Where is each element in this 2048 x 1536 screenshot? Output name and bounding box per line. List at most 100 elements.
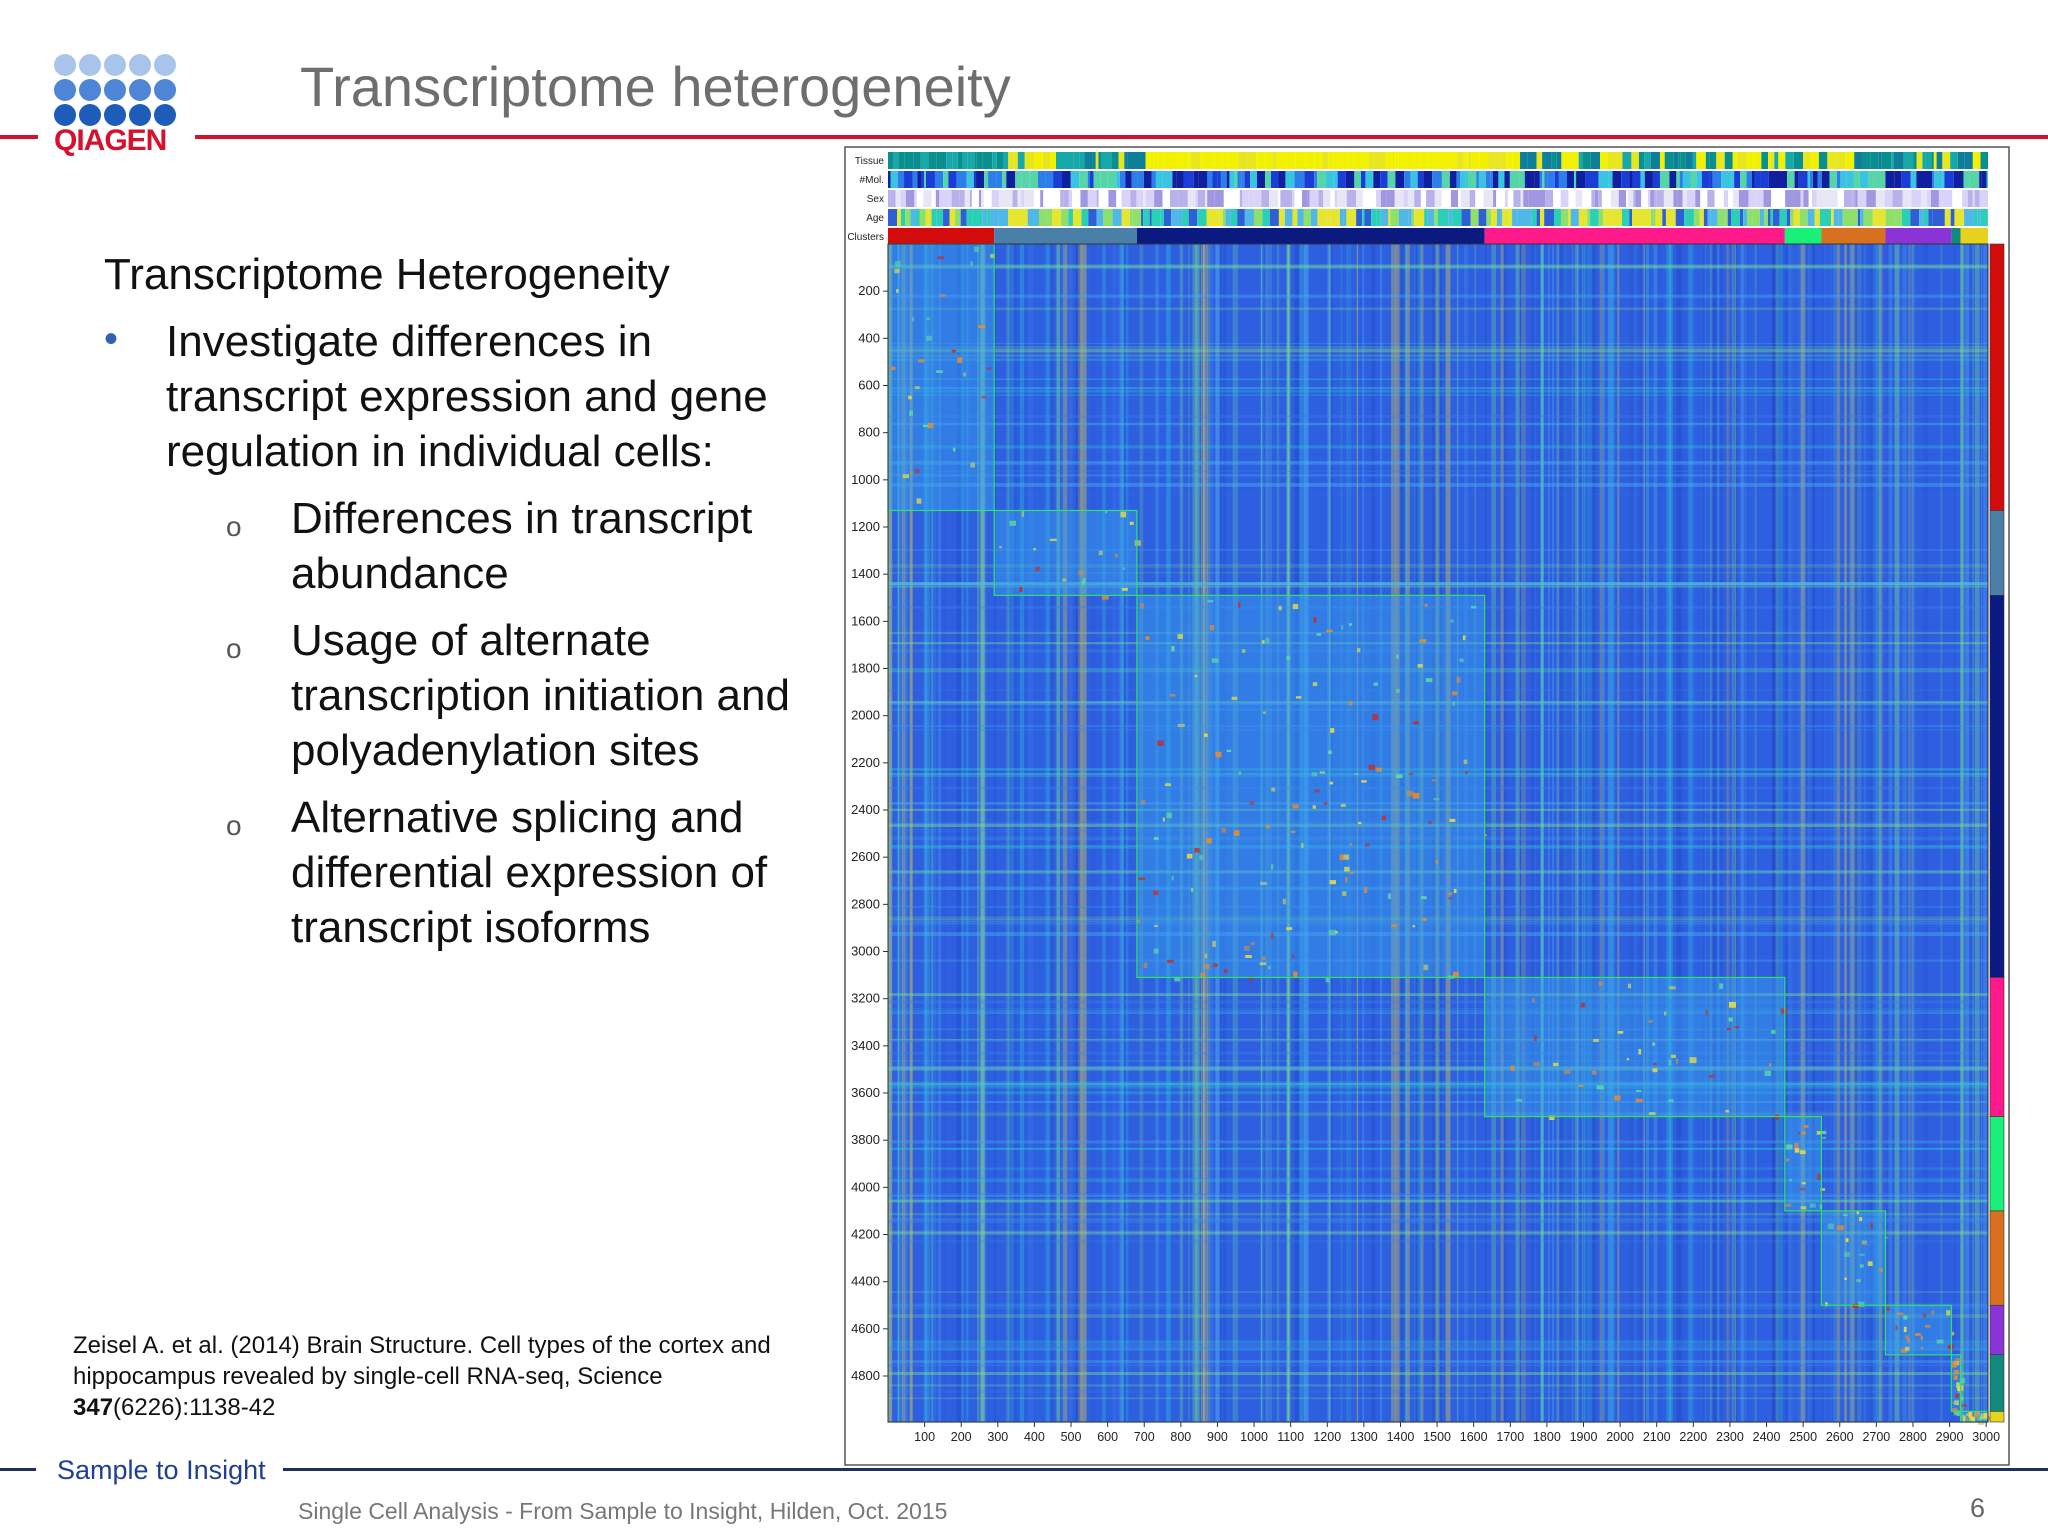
track-cell	[931, 190, 936, 207]
heatmap-row-streak	[888, 1230, 1988, 1233]
circle-bullet-icon: o	[226, 633, 242, 664]
heatmap-row-streak	[888, 387, 1988, 390]
track-cell	[1128, 190, 1131, 207]
heatmap-column-streak	[938, 244, 941, 1422]
heatmap-hotspot	[1856, 1279, 1861, 1282]
track-cell	[1932, 209, 1937, 226]
track-cell	[1323, 190, 1331, 207]
heatmap-column-streak	[1166, 244, 1171, 1422]
track-cell	[1493, 190, 1497, 207]
track-cell	[1160, 209, 1164, 226]
heatmap-hotspot	[1725, 1109, 1729, 1113]
track-cell	[1901, 171, 1911, 188]
heatmap-hotspot	[952, 447, 956, 452]
track-cell	[1003, 152, 1009, 169]
heatmap-hotspot	[1816, 1131, 1821, 1135]
track-cell	[893, 152, 899, 169]
heatmap-column-streak	[1787, 244, 1793, 1422]
track-cell	[1398, 209, 1409, 226]
track-cell	[1337, 190, 1347, 207]
heatmap-hotspot	[1191, 887, 1194, 892]
heatmap-row-streak	[888, 1083, 1988, 1085]
heatmap-hotspot	[937, 256, 945, 260]
y-tick-label: 1200	[851, 519, 880, 534]
track-cell	[1536, 209, 1540, 226]
track-cell	[1868, 171, 1874, 188]
track-cell	[1568, 209, 1571, 226]
heatmap-hotspot	[1982, 1417, 1988, 1421]
heatmap-hotspot	[1638, 1049, 1642, 1055]
track-cell	[1787, 171, 1795, 188]
heatmap-hotspot	[990, 254, 996, 258]
y-tick-label: 600	[858, 378, 880, 393]
track-cell	[1814, 209, 1820, 226]
heatmap-hotspot	[1596, 1085, 1604, 1090]
heatmap-hotspot	[1895, 1325, 1898, 1331]
track-cell	[1407, 190, 1415, 207]
heatmap-hotspot	[1627, 983, 1632, 989]
heatmap-row-streak	[888, 1091, 1988, 1095]
x-tick-label: 1900	[1570, 1430, 1598, 1444]
track-cell	[1437, 190, 1442, 207]
track-cell	[1759, 209, 1764, 226]
track-cell	[1794, 171, 1799, 188]
heatmap-hotspot	[1328, 929, 1336, 936]
y-tick-label: 3800	[851, 1132, 880, 1147]
circle-bullet-icon: o	[226, 511, 242, 542]
heatmap-hotspot	[1413, 721, 1419, 725]
track-cell	[1090, 171, 1094, 188]
heatmap-hotspot	[1635, 1098, 1643, 1103]
track-cell	[1875, 209, 1886, 226]
track-cell	[1635, 190, 1642, 207]
track-cell	[1732, 152, 1738, 169]
track-cell	[1803, 152, 1811, 169]
track-cell	[1256, 152, 1265, 169]
track-cell	[1747, 152, 1754, 169]
heatmap-column-streak	[1056, 244, 1061, 1422]
track-cell	[1582, 152, 1591, 169]
track-cell	[1568, 190, 1576, 207]
heatmap-row-streak	[888, 265, 1988, 270]
heatmap-column-streak	[1346, 244, 1352, 1422]
heatmap-column-streak	[1194, 244, 1198, 1422]
track-cell	[1986, 171, 1988, 188]
track-cell	[917, 171, 921, 188]
track-cell	[1205, 190, 1208, 207]
heatmap-column-streak	[1784, 244, 1786, 1422]
y-tick-label: 800	[858, 425, 880, 440]
track-cell	[920, 171, 924, 188]
track-cell	[900, 209, 906, 226]
track-cell	[1778, 152, 1786, 169]
track-cell	[1376, 152, 1386, 169]
track-cell	[910, 209, 917, 226]
heatmap-column-streak	[1714, 244, 1718, 1422]
heatmap-column-streak	[1112, 244, 1117, 1422]
heatmap-hotspot	[1897, 1312, 1904, 1315]
heatmap-row-streak	[888, 802, 1988, 805]
heatmap-hotspot	[951, 349, 956, 353]
heatmap-row-streak	[888, 1360, 1988, 1364]
heatmap-hotspot	[890, 366, 896, 371]
heatmap-hotspot	[1735, 1026, 1739, 1029]
y-tick-label: 3600	[851, 1085, 880, 1100]
heatmap-column-streak	[1434, 244, 1438, 1422]
track-cell	[910, 171, 913, 188]
track-label: #Mol.	[860, 175, 884, 186]
track-cell	[1696, 152, 1706, 169]
heatmap-hotspot	[1134, 540, 1141, 546]
heatmap-row-streak	[888, 1086, 1988, 1089]
track-cell	[948, 190, 952, 207]
track-cell	[935, 190, 940, 207]
cluster-block	[888, 244, 995, 511]
slide-content: Transcriptome Heterogeneity • Investigat…	[104, 250, 824, 955]
track-cell	[1461, 209, 1471, 226]
track-cell	[959, 190, 965, 207]
heatmap-row-streak	[888, 445, 1988, 449]
track-cell	[1222, 209, 1226, 226]
heatmap-hotspot	[916, 498, 922, 504]
track-cell	[1043, 190, 1051, 207]
track-cell	[1686, 190, 1696, 207]
heatmap-row-streak	[888, 1219, 1988, 1222]
heatmap-hotspot	[1809, 1203, 1816, 1208]
track-cell	[1662, 209, 1666, 226]
